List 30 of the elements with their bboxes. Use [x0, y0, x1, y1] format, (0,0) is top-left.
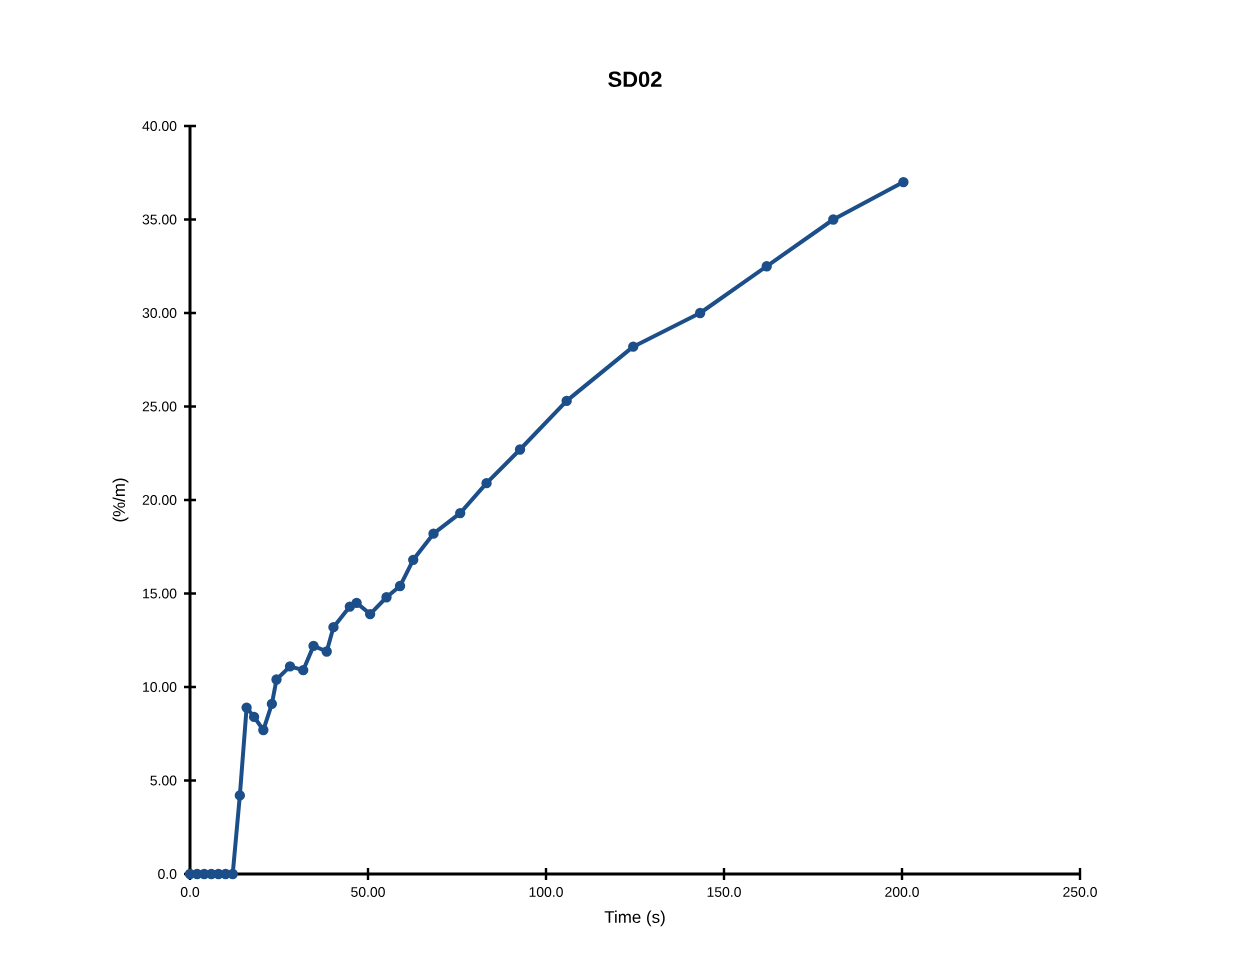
point	[455, 507, 466, 519]
point	[248, 711, 260, 723]
point	[628, 341, 639, 352]
point	[271, 674, 282, 685]
point	[481, 477, 492, 489]
point	[428, 528, 439, 539]
point	[328, 621, 339, 633]
chart-title: SD02	[608, 71, 662, 88]
point	[394, 580, 406, 592]
point	[308, 640, 319, 652]
point	[694, 307, 706, 319]
point	[408, 554, 419, 566]
point	[241, 702, 252, 713]
point	[298, 664, 309, 676]
point	[381, 592, 392, 603]
point	[898, 176, 909, 188]
point	[344, 601, 356, 612]
point	[321, 646, 332, 657]
point	[561, 395, 572, 407]
point	[828, 214, 839, 225]
point	[761, 261, 772, 272]
point	[364, 608, 376, 620]
point	[234, 790, 246, 801]
point	[351, 597, 362, 609]
point	[258, 724, 269, 736]
point	[284, 661, 296, 672]
x-axis-title: Time (s)	[604, 910, 665, 927]
point	[266, 698, 278, 710]
point	[514, 444, 526, 455]
y-axis-title: (%/m)	[112, 478, 129, 522]
